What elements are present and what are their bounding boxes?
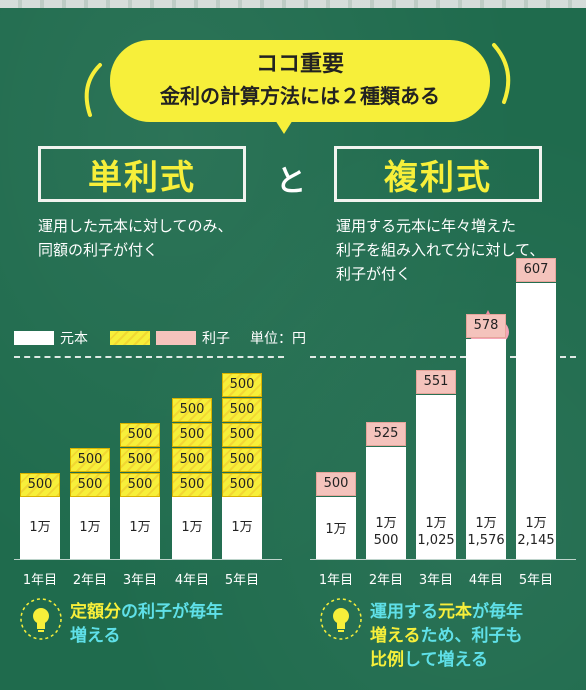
principal-bar (172, 497, 212, 559)
principal-bar-label: 1万 (129, 520, 151, 535)
emphasis-squiggle-left (84, 63, 102, 117)
interest-block: 500 (70, 473, 110, 497)
legend-interest-pink-swatch (156, 331, 196, 345)
interest-block: 607 (516, 257, 556, 282)
legend-interest-yellow-swatch (110, 331, 150, 345)
note-highlight: 元本 (438, 602, 472, 622)
compound-desc-line: 運用する元本に年々増えた (336, 217, 517, 235)
year-label: 4年目 (174, 573, 210, 588)
connector-label: と (276, 164, 306, 199)
simple-interest-description: 運用した元本に対してのみ、 同額の利子が付く (38, 214, 233, 262)
interest-block: 500 (172, 473, 212, 497)
principal-bar-label: 1万 (325, 522, 347, 537)
chart-baseline (14, 559, 282, 560)
compound-interest-heading: 複利式 (334, 146, 542, 202)
year-label: 3年目 (122, 573, 158, 588)
interest-block: 500 (222, 423, 262, 447)
principal-bar-label: 1万 (231, 520, 253, 535)
principal-bar (516, 282, 556, 559)
interest-block: 578 (466, 314, 506, 339)
principal-bar-label: 1万 (181, 520, 203, 535)
note-highlight: 増える (370, 626, 421, 646)
simple-interest-note: 定額分の利子が毎年 増える (70, 600, 280, 648)
interest-block: 500 (222, 398, 262, 422)
interest-block: 500 (222, 448, 262, 472)
speech-bubble-tail (270, 112, 298, 134)
interest-block: 500 (120, 423, 160, 447)
note-text: ため、利子も (420, 626, 523, 646)
year-label: 3年目 (418, 573, 454, 588)
interest-block: 500 (70, 448, 110, 472)
principal-bar-label: 1万 500 (373, 516, 399, 548)
legend-unit-label: 単位：円 (250, 331, 306, 347)
interest-block: 500 (120, 448, 160, 472)
interest-block: 500 (172, 423, 212, 447)
legend-principal-label: 元本 (60, 331, 88, 347)
note-text: が毎年 (472, 602, 523, 622)
principal-bar (20, 497, 60, 559)
top-border (0, 0, 586, 8)
interest-block: 500 (20, 473, 60, 497)
interest-block: 500 (316, 472, 356, 496)
left-dashed-divider (14, 356, 284, 358)
principal-bar-label: 1万 2,145 (517, 516, 555, 548)
interest-block: 500 (222, 373, 262, 397)
principal-bar (466, 339, 506, 559)
right-dashed-divider (310, 356, 576, 358)
interest-block: 500 (222, 473, 262, 497)
principal-bar (222, 497, 262, 559)
simple-desc-line: 運用した元本に対してのみ、 (38, 217, 233, 235)
note-text: 運用する (370, 602, 438, 622)
interest-block: 551 (416, 369, 456, 394)
interest-block: 500 (172, 448, 212, 472)
principal-bar (416, 394, 456, 559)
compound-desc-line: 利子が付く (336, 265, 412, 283)
bubble-title: ココ重要 (255, 52, 344, 77)
lightbulb-icon (20, 598, 62, 640)
legend-principal-swatch (14, 331, 54, 345)
principal-bar-label: 1万 (79, 520, 101, 535)
compound-interest-note: 運用する元本が毎年 増えるため、利子も 比例して増える (370, 600, 580, 672)
note-text: して増える (404, 650, 488, 670)
year-label: 5年目 (224, 573, 260, 588)
emphasis-squiggle-right (492, 43, 511, 104)
principal-bar (366, 447, 406, 559)
note-highlight: 比例 (370, 650, 404, 670)
principal-bar-label: 1万 (29, 520, 51, 535)
interest-block: 500 (172, 398, 212, 422)
interest-block: 500 (120, 473, 160, 497)
year-label: 4年目 (468, 573, 504, 588)
year-label: 5年目 (518, 573, 554, 588)
legend-interest-label: 利子 (202, 331, 230, 347)
speech-bubble: ココ重要 金利の計算方法には２種類ある (110, 40, 490, 122)
bubble-subtitle: 金利の計算方法には２種類ある (160, 84, 440, 108)
lightbulb-icon (320, 598, 362, 640)
simple-desc-line: 同額の利子が付く (38, 241, 159, 259)
principal-bar (316, 497, 356, 559)
simple-interest-heading: 単利式 (38, 146, 246, 202)
year-label: 2年目 (72, 573, 108, 588)
principal-bar-label: 1万 1,576 (467, 516, 505, 548)
note-text: の利子が毎年 (121, 602, 223, 622)
compound-interest-description: 運用する元本に年々増えた 利子を組み入れて分に対して、 利子が付く (336, 214, 544, 286)
note-text: 増える (70, 626, 121, 646)
interest-block: 525 (366, 422, 406, 446)
year-label: 2年目 (368, 573, 404, 588)
chart-baseline (310, 559, 576, 560)
principal-bar (120, 497, 160, 559)
principal-bar-label: 1万 1,025 (417, 516, 455, 548)
note-highlight: 定額分 (70, 602, 121, 622)
year-label: 1年目 (22, 573, 58, 588)
year-label: 1年目 (318, 573, 354, 588)
compound-desc-line: 利子を組み入れて分に対して、 (336, 241, 545, 259)
principal-bar (70, 497, 110, 559)
